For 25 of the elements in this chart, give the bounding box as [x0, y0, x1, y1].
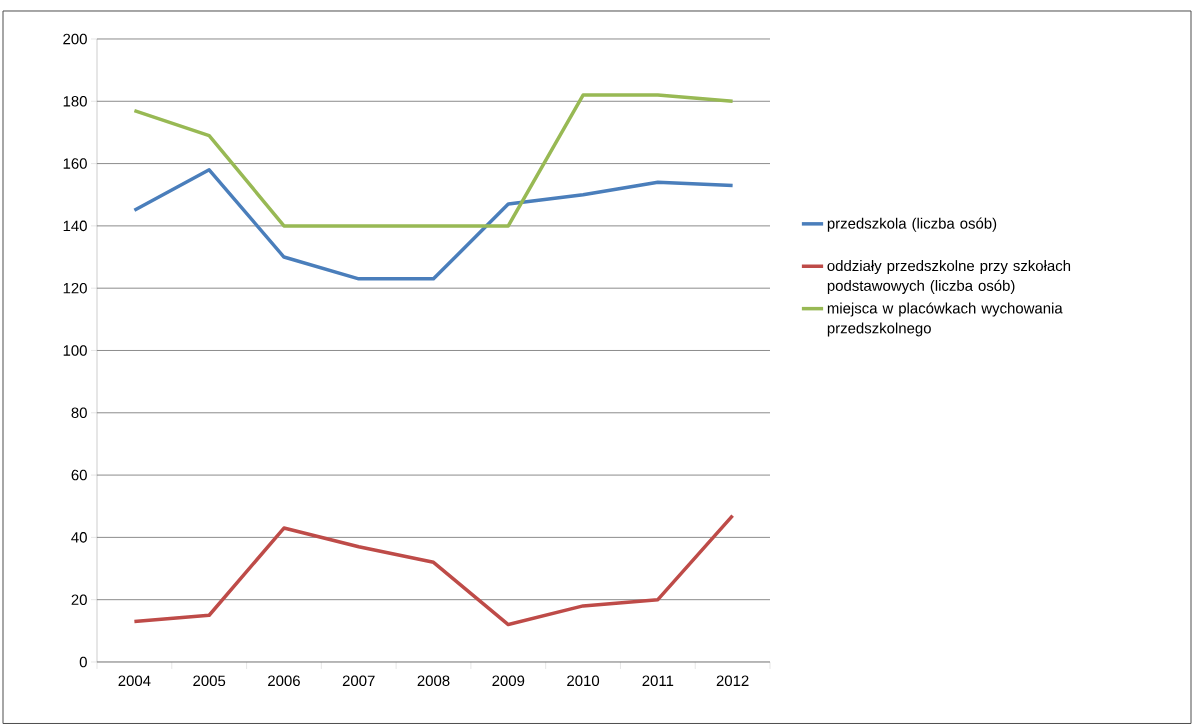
x-tick-label: 2012: [716, 675, 749, 687]
y-tick-label: 20: [71, 594, 87, 605]
line-series: [132, 168, 735, 281]
x-tick-label: 2009: [492, 675, 525, 687]
x-tick-label: 2010: [567, 675, 600, 687]
legend-label: miejsca w placówkach wychowania przedszkolnego: [827, 302, 1063, 337]
y-tick-label: 160: [63, 158, 87, 169]
y-tick-label: 60: [71, 469, 87, 481]
y-tick-label: 180: [63, 95, 87, 107]
y-tick-label: 120: [63, 282, 87, 294]
y-tick-label: 100: [63, 345, 87, 356]
line-series: [132, 513, 735, 627]
legend-label: oddziały przedszkolne przy szkołach podstawowych (liczba osób): [827, 260, 1071, 294]
y-tick-label: 200: [63, 33, 87, 45]
x-tick-label: 2006: [268, 675, 300, 687]
y-tick-label: 80: [71, 407, 87, 419]
y-tick-label: 0: [79, 656, 87, 668]
x-tick-label: 2007: [342, 675, 375, 687]
y-tick-label: 40: [71, 532, 87, 543]
x-tick-label: 2008: [417, 675, 450, 687]
x-tick-label: 2005: [193, 675, 226, 687]
x-tick-label: 2011: [642, 675, 674, 687]
legend-label: przedszkola (liczba osób): [827, 217, 997, 232]
x-tick-label: 2004: [118, 675, 151, 687]
y-tick-label: 140: [63, 220, 87, 232]
